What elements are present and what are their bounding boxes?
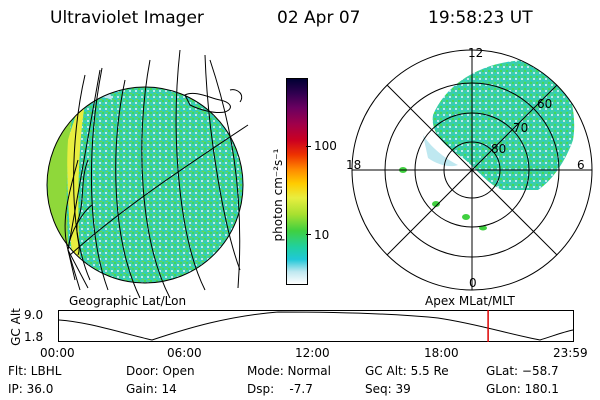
- mlat-label-60: 60: [537, 97, 553, 111]
- timeline-ytick-1.8: 1.8: [24, 330, 44, 344]
- right-map-caption: Apex MLat/MLT: [425, 294, 515, 308]
- timeline-xtick-1800: 18:00: [424, 346, 459, 360]
- mlat-label-70: 70: [513, 121, 529, 135]
- colorbar-tick-10: 10: [314, 228, 330, 242]
- timeline-ylabel: GC Alt: [9, 308, 23, 346]
- mlat-label-80: 80: [491, 142, 507, 156]
- mlt-label-12: 12: [468, 46, 484, 60]
- info-glat: GLat: −58.7: [486, 364, 559, 378]
- info-glon: GLon: 180.1: [486, 382, 559, 396]
- info-gain: Gain: 14: [126, 382, 177, 396]
- timeline-xtick-2359: 23:59: [553, 346, 588, 360]
- info-mode: Mode: Normal: [247, 364, 331, 378]
- info-gc-alt: GC Alt: 5.5 Re: [365, 364, 449, 378]
- altitude-timeline: [58, 310, 574, 342]
- colorbar: [286, 78, 308, 285]
- colorbar-tick: [306, 234, 311, 235]
- info-seq: Seq: 39: [365, 382, 411, 396]
- colorbar-tick-100: 100: [314, 139, 337, 153]
- image-date: 02 Apr 07: [277, 8, 361, 28]
- mlt-label-0: 0: [469, 276, 477, 290]
- timeline-ytick-9: 9.0: [24, 308, 44, 322]
- info-dsp: Dsp: -7.7: [247, 382, 313, 396]
- info-ip: IP: 36.0: [8, 382, 54, 396]
- info-flt: Flt: LBHL: [8, 364, 62, 378]
- geographic-map: [46, 49, 249, 299]
- left-map-caption: Geographic Lat/Lon: [69, 294, 187, 308]
- colorbar-unit-label: photon cm⁻²s⁻¹: [271, 148, 285, 242]
- info-door: Door: Open: [126, 364, 195, 378]
- mlt-label-6: 6: [577, 158, 585, 172]
- polar-mlat-mlt-map: [351, 49, 593, 291]
- image-time: 19:58:23 UT: [428, 8, 533, 28]
- timeline-xtick-1200: 12:00: [295, 346, 330, 360]
- colorbar-tick: [306, 146, 311, 147]
- timeline-xtick-0600: 06:00: [167, 346, 202, 360]
- timeline-xtick-0000: 00:00: [40, 346, 75, 360]
- mlt-label-18: 18: [346, 158, 362, 172]
- app-title: Ultraviolet Imager: [50, 8, 204, 28]
